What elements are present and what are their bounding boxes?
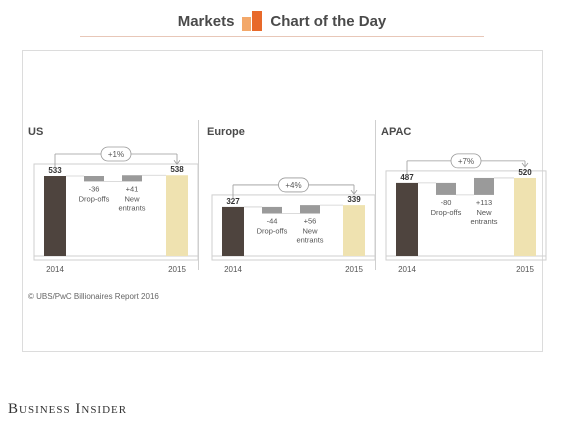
- change-value: +7%: [458, 157, 474, 166]
- bar-2014: [44, 176, 66, 256]
- bar-2014: [396, 182, 418, 256]
- step-label: Drop-offs: [257, 227, 288, 236]
- step-bar: [300, 205, 320, 214]
- bar-2014-value: 533: [48, 166, 62, 175]
- panel-box: [33, 163, 199, 261]
- panel-title: US: [28, 126, 43, 138]
- source-note: © UBS/PwC Billionaires Report 2016: [28, 292, 159, 301]
- step-label: New: [302, 227, 318, 236]
- panel-box: [211, 194, 376, 261]
- bar-2015: [514, 177, 536, 256]
- year-label-2015: 2015: [345, 265, 363, 274]
- change-pill: [100, 146, 132, 162]
- year-label-2014: 2014: [398, 265, 416, 274]
- bar-2014-value: 487: [400, 173, 414, 182]
- step-label: entrants: [118, 203, 145, 212]
- step-bar: [262, 206, 282, 214]
- year-label-2015: 2015: [168, 265, 186, 274]
- bar-2015-value: 538: [170, 165, 184, 174]
- bar-2014: [222, 206, 244, 256]
- header-rule: [80, 36, 484, 37]
- panel-title: Europe: [207, 126, 245, 138]
- step-label: New: [476, 208, 492, 217]
- panel-box: [385, 170, 547, 261]
- bar-2015-value: 339: [347, 195, 361, 204]
- step-bar: [122, 175, 142, 182]
- step-value: -80: [441, 198, 452, 207]
- bar-chart-logo-icon: [242, 11, 263, 31]
- header-chart-of-the-day-label: Chart of the Day: [270, 12, 387, 30]
- step-bar: [436, 182, 456, 195]
- step-label: Drop-offs: [79, 194, 110, 203]
- bar-2014-value: 327: [226, 197, 240, 206]
- step-value: -44: [267, 217, 278, 226]
- step-label: Drop-offs: [431, 208, 462, 217]
- year-label-2014: 2014: [224, 265, 242, 274]
- year-label-2015: 2015: [516, 265, 534, 274]
- header-markets-label: Markets: [177, 12, 235, 30]
- bar-2015: [166, 175, 188, 256]
- step-bar: [474, 177, 494, 195]
- year-label-2014: 2014: [46, 265, 64, 274]
- step-label: entrants: [470, 217, 497, 226]
- change-pill: [450, 153, 482, 169]
- chart-of-the-day-header: Markets Chart of the Day: [0, 8, 564, 34]
- step-value: +41: [126, 184, 139, 193]
- arrow-down-icon: [521, 162, 529, 168]
- step-value: -36: [89, 184, 100, 193]
- step-value: +113: [476, 198, 492, 207]
- panel-title: APAC: [381, 126, 411, 138]
- change-value: +1%: [108, 150, 124, 159]
- arrow-down-icon: [350, 189, 358, 195]
- business-insider-logo: Business Insider: [8, 401, 128, 417]
- bar-2015: [343, 205, 365, 256]
- chart-frame: [22, 50, 543, 352]
- logo-bar-light: [242, 17, 252, 31]
- arrow-down-icon: [173, 160, 181, 165]
- change-value: +4%: [285, 181, 301, 190]
- change-pill: [278, 177, 309, 193]
- step-label: New: [124, 194, 140, 203]
- step-bar: [84, 176, 104, 182]
- logo-bar-dark: [252, 11, 263, 31]
- bar-2015-value: 520: [518, 168, 532, 177]
- step-value: +56: [304, 217, 317, 226]
- step-label: entrants: [296, 236, 323, 245]
